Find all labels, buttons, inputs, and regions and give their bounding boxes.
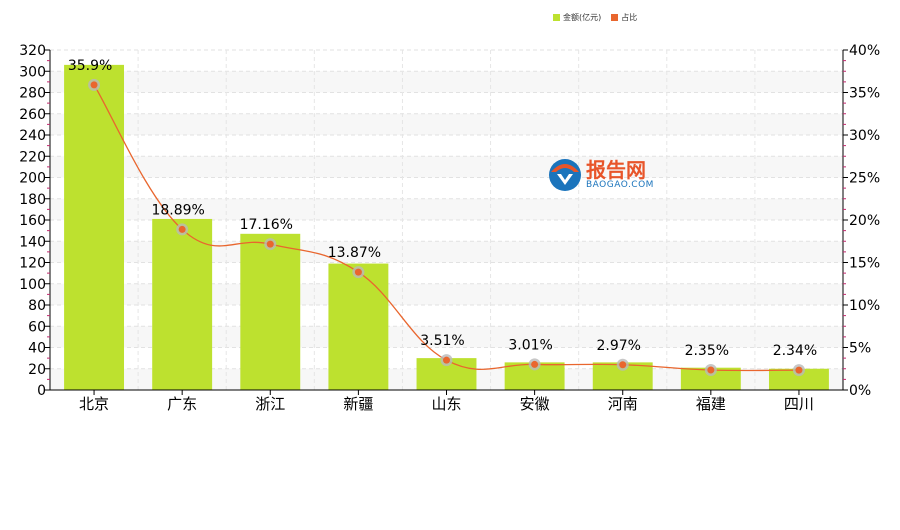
x-tick-label: 浙江: [255, 395, 285, 413]
share-data-label: 13.87%: [328, 245, 381, 261]
right-tick-label: 5%: [849, 341, 871, 357]
left-tick-label: 160: [19, 213, 46, 229]
right-tick-label: 20%: [849, 213, 880, 229]
bar: [328, 263, 389, 390]
grid-band: [50, 113, 843, 135]
bar: [768, 368, 829, 390]
left-tick-label: 120: [19, 256, 46, 272]
logo-main-text: 报告网: [586, 158, 646, 182]
share-data-label: 18.89%: [151, 202, 204, 218]
x-tick-label: 福建: [696, 395, 726, 413]
left-tick-label: 20: [28, 362, 46, 378]
share-data-label: 2.34%: [773, 343, 817, 359]
share-marker: [795, 366, 803, 374]
share-marker: [178, 225, 186, 233]
left-tick-label: 260: [19, 107, 46, 123]
left-tick-label: 200: [19, 171, 46, 187]
legend-item-share[interactable]: 占比: [611, 12, 637, 23]
x-tick-label: 山东: [431, 395, 461, 413]
share-data-label: 2.97%: [596, 338, 640, 354]
share-marker: [531, 360, 539, 368]
x-tick-label: 河南: [608, 395, 638, 413]
left-tick-label: 40: [28, 341, 46, 357]
right-tick-label: 25%: [849, 171, 880, 187]
legend: 金额(亿元) 占比: [553, 12, 637, 23]
watermark-logo: 报告网 BAOGAO.COM: [548, 158, 654, 192]
left-tick-label: 100: [19, 277, 46, 293]
share-marker: [354, 268, 362, 276]
left-tick-label: 300: [19, 64, 46, 80]
right-tick-label: 10%: [849, 298, 880, 314]
left-tick-label: 280: [19, 86, 46, 102]
grid-band: [50, 71, 843, 93]
bar: [680, 367, 741, 390]
logo-icon: [549, 159, 581, 191]
legend-swatch-amount: [553, 14, 560, 21]
grid-band: [50, 156, 843, 178]
left-tick-label: 180: [19, 192, 46, 208]
left-tick-label: 0: [37, 383, 46, 399]
x-tick-label: 四川: [784, 395, 814, 413]
left-tick-label: 140: [19, 234, 46, 250]
legend-label-amount: 金额(亿元): [563, 13, 602, 22]
left-tick-label: 240: [19, 128, 46, 144]
right-tick-label: 0%: [849, 383, 871, 399]
legend-label-share: 占比: [621, 13, 638, 22]
left-tick-label: 60: [28, 319, 46, 335]
bar: [152, 218, 213, 390]
share-marker: [443, 356, 450, 364]
right-tick-label: 15%: [849, 256, 880, 272]
left-tick-label: 80: [28, 298, 46, 314]
legend-swatch-share: [611, 14, 619, 21]
legend-item-amount[interactable]: 金额(亿元): [553, 12, 601, 23]
logo-sub-text: BAOGAO.COM: [586, 180, 654, 190]
share-marker: [266, 240, 274, 248]
x-tick-label: 广东: [167, 395, 197, 413]
share-marker: [619, 361, 627, 369]
share-marker: [707, 366, 715, 374]
bar: [64, 64, 125, 390]
share-data-label: 2.35%: [685, 343, 729, 359]
share-data-label: 17.16%: [240, 217, 293, 233]
right-tick-label: 40%: [849, 43, 880, 59]
x-tick-label: 北京: [79, 395, 109, 413]
share-data-label: 35.9%: [68, 58, 112, 74]
grid-band: [50, 198, 843, 220]
right-tick-label: 35%: [849, 86, 880, 102]
share-data-label: 3.01%: [508, 337, 552, 353]
right-tick-label: 30%: [849, 128, 880, 144]
share-marker: [90, 81, 98, 89]
x-tick-label: 新疆: [343, 395, 373, 413]
left-tick-label: 320: [19, 43, 46, 59]
left-tick-label: 220: [19, 149, 46, 165]
bar: [240, 233, 301, 390]
x-tick-label: 安徽: [520, 395, 550, 413]
share-data-label: 3.51%: [420, 333, 464, 349]
